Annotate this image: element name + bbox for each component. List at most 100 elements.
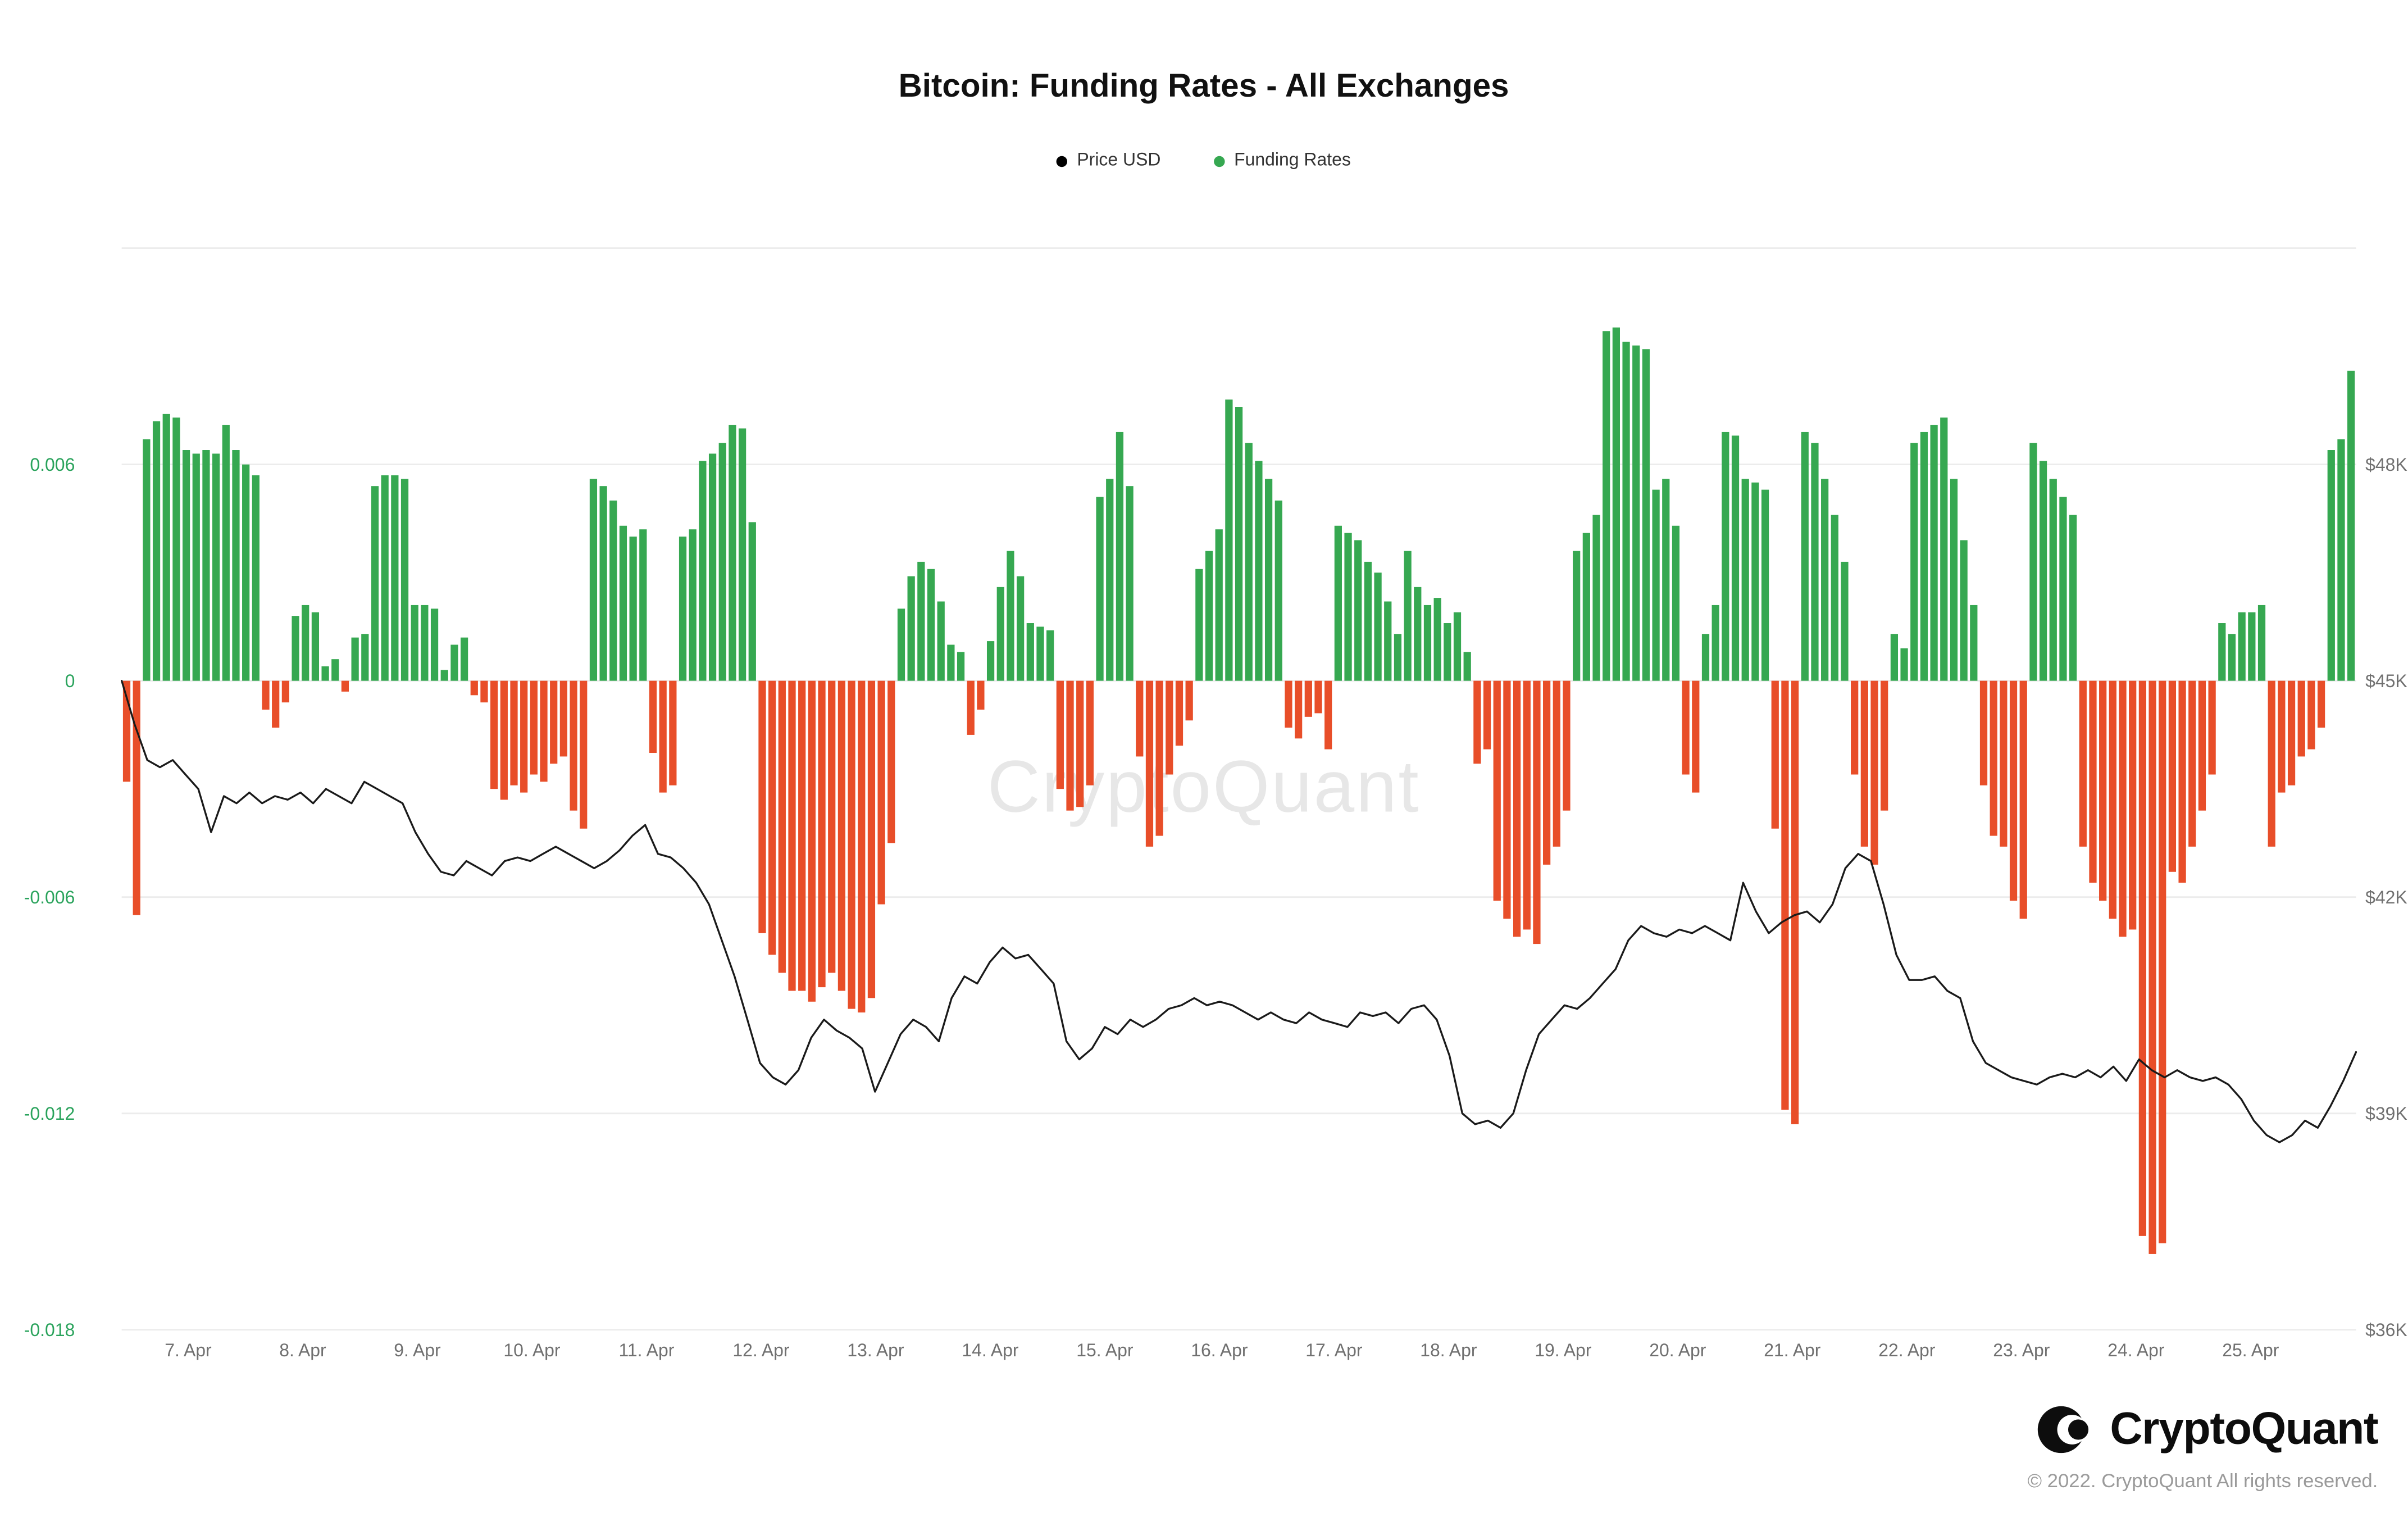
cryptoquant-brand: CryptoQuant [2035,1398,2379,1461]
price-line [121,680,2357,1143]
funding-rate-bar [1215,529,1223,681]
funding-rate-bar [977,680,985,710]
funding-rate-bar [1543,680,1551,865]
funding-rate-bar [858,680,866,1013]
funding-rate-bar [1910,443,1918,681]
funding-rate-bar [222,425,230,681]
legend-item-price-usd[interactable]: Price USD [1057,151,1161,170]
funding-rate-bar [1632,345,1640,681]
funding-rate-bar [460,637,468,681]
funding-rate-bar [1761,489,1769,681]
funding-rate-bar [570,680,577,811]
funding-rate-bar [1612,327,1620,681]
legend-label-funding-rates: Funding Rates [1234,151,1351,170]
funding-rate-bar [1662,479,1670,681]
funding-rate-bar [1573,551,1581,681]
funding-rate-bar [1493,680,1501,901]
funding-rate-bar [1274,500,1282,681]
funding-rate-bar [321,666,329,681]
funding-rate-bar [659,680,667,793]
funding-rate-bar [1642,349,1650,681]
x-axis-date-label: 7. Apr [165,1340,212,1360]
funding-rate-bar [1920,432,1928,681]
funding-rate-bar [2159,680,2166,1243]
funding-rate-bar [381,475,389,681]
right-axis-tick-label: $48K [2365,455,2407,475]
funding-rate-bar [1533,680,1541,944]
funding-rate-bar [2039,461,2047,681]
funding-rate-bar [589,479,598,681]
right-axis-tick-label: $45K [2365,671,2407,691]
funding-rate-bar [768,680,776,955]
funding-rate-bar [2049,479,2057,681]
funding-rate-bar [490,680,498,789]
x-axis-date-label: 16. Apr [1191,1340,1248,1360]
funding-rate-bar [1116,432,1124,681]
funding-rate-bar [778,680,786,973]
funding-rate-bar [798,680,806,991]
chart-legend: Price USD Funding Rates [0,151,2407,170]
x-axis-date-label: 15. Apr [1076,1340,1134,1360]
funding-rate-bar [152,421,161,681]
funding-rate-bar [1066,680,1074,811]
funding-rate-bar [996,587,1004,681]
legend-item-funding-rates[interactable]: Funding Rates [1213,151,1351,170]
funding-rate-bar [1711,605,1719,681]
funding-rate-bar [1811,443,1819,681]
funding-rate-bar [1374,573,1382,681]
funding-rate-bar [1086,680,1094,785]
funding-rate-bar [1771,680,1779,829]
funding-rate-bar [1076,680,1084,807]
left-axis-tick-label: 0.006 [30,455,75,475]
funding-rate-bar [1155,680,1163,836]
right-axis-tick-label: $39K [2365,1103,2407,1124]
funding-rate-bar [1553,680,1560,847]
funding-rate-bar [1960,540,1968,681]
funding-rate-bar [1890,634,1899,681]
funding-rate-bar [550,680,558,764]
x-axis-date-label: 9. Apr [394,1340,441,1360]
funding-rate-bar [669,680,677,785]
funding-rate-bar [1334,525,1342,681]
funding-rate-bar [162,414,170,681]
funding-rate-bar [917,561,925,681]
funding-rate-bar [559,680,568,757]
funding-rate-bar [748,522,756,681]
funding-rate-bar [2198,680,2206,811]
funding-rate-bar [1096,497,1104,681]
left-axis-tick-label: -0.012 [24,1103,75,1124]
funding-rate-bar [1473,680,1481,764]
funding-rate-bar [281,680,289,703]
funding-rate-bar [252,475,260,681]
funding-rate-bar [957,652,965,681]
funding-rate-bar [302,605,309,681]
right-axis-tick-label: $36K [2365,1320,2407,1340]
funding-rate-bar [1145,680,1154,847]
funding-rate-bar [580,680,588,829]
funding-rate-bar [311,612,320,681]
funding-rate-bar [1404,551,1412,681]
funding-rate-bar [2069,515,2077,681]
funding-rate-bar [1056,680,1064,789]
funding-rate-bar [1344,533,1352,681]
funding-rate-bar [2327,450,2335,681]
funding-rate-bar [1900,648,1908,681]
funding-rate-bar [1652,489,1660,681]
left-axis-tick-label: -0.018 [24,1320,75,1340]
x-axis-date-label: 19. Apr [1535,1340,1592,1360]
funding-rate-bar [1285,680,1292,728]
funding-rate-bar [292,616,299,681]
funding-rate-bar [967,680,975,735]
funding-rate-bar [1255,461,1263,681]
funding-rate-bar [331,659,339,681]
funding-rate-bar [947,644,955,681]
funding-rate-bar [192,453,200,681]
x-axis-date-label: 13. Apr [847,1340,904,1360]
funding-rate-bar [2208,680,2216,775]
funding-rate-bar [1384,601,1392,681]
funding-rate-bar [500,680,508,800]
funding-rate-bar [1881,680,1888,811]
funding-rate-bar [391,475,399,681]
